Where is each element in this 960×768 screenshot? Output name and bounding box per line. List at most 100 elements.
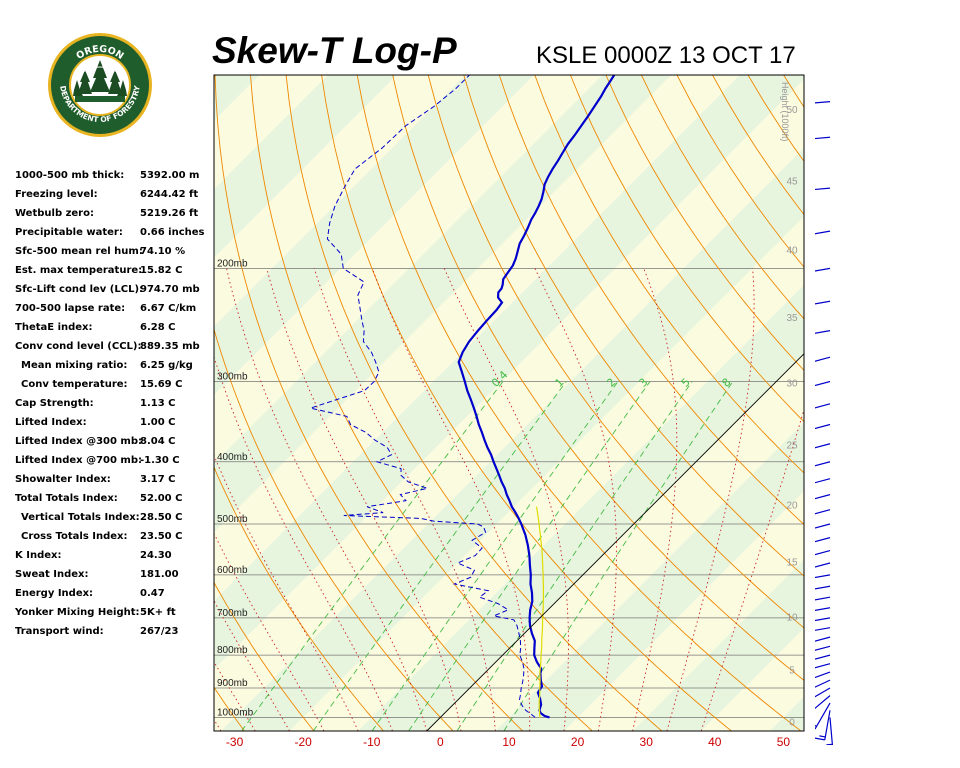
- height-tick-label: 25: [786, 440, 798, 451]
- wind-barb: [807, 649, 831, 661]
- pressure-label: 600mb: [217, 565, 248, 576]
- moist-adiabat: [266, 268, 462, 731]
- index-value: 6.25 g/kg: [140, 360, 193, 371]
- wind-barb: [815, 617, 831, 622]
- barb-flag: [808, 178, 809, 190]
- pressure-label: 200mb: [217, 258, 248, 269]
- index-label: Conv cond level (CCL):: [15, 341, 142, 352]
- height-tick-label: 15: [786, 558, 798, 569]
- barb-flag: [807, 473, 810, 485]
- wind-barb: [804, 590, 831, 602]
- dry-adiabat: [534, 75, 804, 474]
- barb-half-flag: [808, 663, 810, 669]
- barb-staff: [815, 585, 831, 590]
- height-tick-label: 5: [789, 665, 795, 676]
- barb-flag: [815, 728, 816, 730]
- moist-adiabat: [214, 532, 325, 731]
- barb-half-flag: [805, 538, 807, 544]
- wind-barb: [815, 443, 831, 449]
- moist-adiabat: [226, 268, 428, 731]
- index-label: Lifted Index:: [15, 417, 87, 428]
- dry-adiabat: [214, 327, 454, 731]
- wind-barb: [808, 663, 831, 669]
- barb-flag: [804, 567, 806, 579]
- isotherm-band: [358, 285, 804, 731]
- barb-flag: [807, 488, 810, 500]
- pressure-label: 400mb: [217, 452, 248, 463]
- barb-staff: [815, 645, 831, 651]
- barb-staff: [815, 478, 831, 484]
- wind-barbs: [804, 100, 834, 745]
- barb-half-flag: [811, 572, 812, 578]
- wind-barb: [815, 523, 831, 529]
- index-value: 181.00: [140, 569, 179, 580]
- height-tick-label: 45: [786, 177, 798, 188]
- x-tick-label: 20: [571, 735, 585, 749]
- dry-adiabat: [285, 75, 663, 731]
- index-label: Lifted Index @700 mb:: [15, 455, 142, 466]
- index-value: 3.17 C: [140, 474, 176, 485]
- wind-barb: [807, 418, 831, 430]
- index-value: 24.30: [140, 550, 172, 561]
- barb-half-flag: [811, 594, 812, 600]
- barb-half-flag: [819, 735, 826, 738]
- barb-half-flag: [811, 583, 812, 589]
- index-value: 889.35 mb: [140, 341, 200, 352]
- barb-staff: [815, 100, 831, 104]
- barb-half-flag: [811, 461, 813, 467]
- wind-barb: [807, 488, 831, 500]
- oregon-forestry-logo: OREGON DEPARTMENT OF FORESTRY: [48, 33, 152, 137]
- isotherm-band: [769, 696, 804, 731]
- wind-barb: [815, 509, 831, 515]
- barb-staff: [815, 636, 831, 642]
- dry-adiabat: [569, 75, 804, 423]
- height-tick-label: 35: [786, 313, 798, 324]
- barb-staff: [815, 300, 831, 305]
- barb-flag: [807, 322, 809, 334]
- index-label: K Index:: [15, 550, 62, 561]
- barb-flag: [805, 178, 806, 190]
- series-dewpoint: [308, 75, 536, 718]
- index-label: ThetaE index:: [15, 322, 93, 333]
- height-axis-label: Height (1000ft): [780, 82, 790, 142]
- barb-staff: [815, 617, 831, 622]
- index-value: 28.50 C: [140, 512, 183, 523]
- moist-adiabat: [371, 268, 531, 731]
- height-tick-label: 20: [786, 500, 798, 511]
- height-tick-label: 40: [786, 246, 798, 257]
- index-label: Sfc-Lift cond lev (LCL):: [15, 284, 144, 295]
- wind-barb: [815, 710, 831, 741]
- index-value: 52.00 C: [140, 493, 183, 504]
- mixing-ratio-line: [312, 381, 567, 731]
- barb-flag: [807, 649, 810, 661]
- barb-flag: [807, 293, 809, 305]
- x-tick-label: 40: [708, 735, 722, 749]
- barb-flag: [807, 418, 810, 430]
- isotherm-band: [214, 75, 804, 670]
- mixing-ratio-line: [241, 381, 504, 731]
- height-tick-label: 50: [786, 105, 798, 116]
- x-tick-label: -20: [295, 735, 313, 749]
- dry-adiabat: [427, 75, 804, 629]
- wind-barb: [805, 178, 831, 191]
- barb-flag: [807, 631, 810, 643]
- dry-adiabat: [214, 581, 315, 731]
- wind-barb: [815, 687, 831, 698]
- barb-staff: [815, 423, 831, 430]
- index-value: 74.10 %: [140, 246, 186, 257]
- index-label: 1000-500 mb thick:: [15, 170, 125, 181]
- barb-staff: [815, 356, 831, 362]
- barb-flag: [804, 590, 806, 602]
- barb-half-flag: [805, 551, 807, 557]
- height-tick-label: 30: [786, 378, 798, 389]
- index-label: Mean mixing ratio:: [21, 360, 128, 371]
- series-reference-isotherm: [426, 353, 804, 731]
- isotherm-band: [214, 75, 260, 121]
- wind-barb: [811, 461, 831, 467]
- dry-adiabat: [605, 75, 804, 372]
- moist-adiabat: [534, 268, 617, 731]
- wind-barb: [815, 645, 831, 651]
- plot-background: [214, 75, 804, 731]
- barb-staff: [815, 679, 831, 688]
